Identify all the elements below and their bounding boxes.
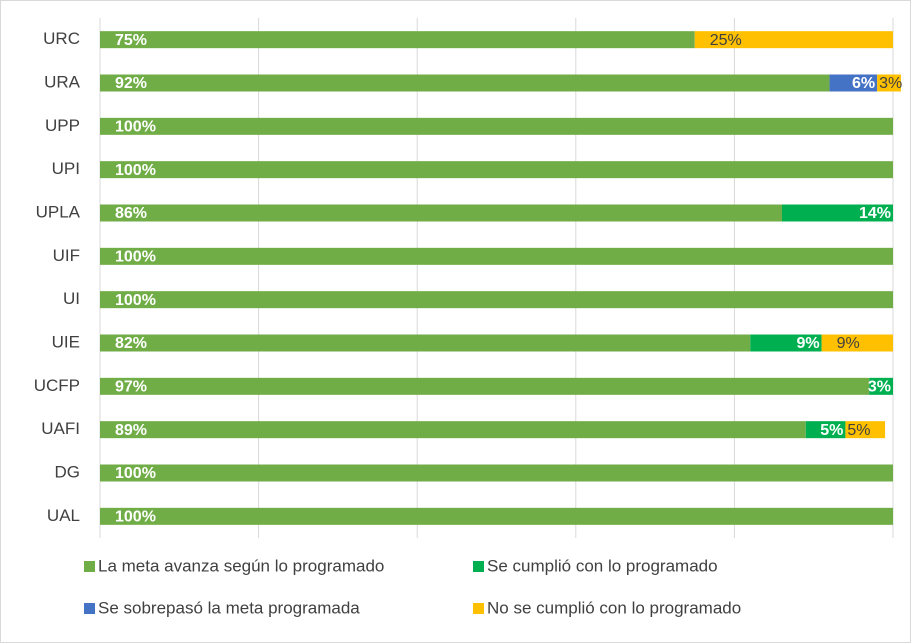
y-tick-label: UPLA — [36, 202, 81, 221]
bar-segment — [100, 247, 893, 265]
bar-segment — [100, 421, 806, 439]
data-label: 3% — [879, 75, 902, 92]
data-label: 6% — [852, 75, 875, 92]
y-tick-label: UAL — [47, 506, 80, 525]
y-tick-label: UAFI — [41, 419, 80, 438]
data-label: 75% — [115, 32, 147, 49]
bar-segment — [100, 204, 782, 222]
bar-segment — [100, 74, 830, 92]
y-tick-label: UIF — [53, 246, 80, 265]
bar-segment — [100, 291, 893, 309]
y-tick-label: UPP — [45, 116, 80, 135]
data-label: 25% — [710, 32, 742, 49]
legend-label: La meta avanza según lo programado — [98, 556, 384, 575]
bar-segment — [750, 334, 822, 352]
bar-segment — [781, 204, 893, 222]
data-label: 100% — [115, 509, 156, 526]
y-tick-label: UPI — [52, 159, 80, 178]
bar-segment — [100, 377, 870, 395]
bar-segment — [100, 31, 695, 49]
data-label: 3% — [868, 379, 891, 396]
data-label: 14% — [859, 205, 891, 222]
data-label: 100% — [115, 119, 156, 136]
bar-segment — [100, 117, 893, 135]
legend-swatch — [473, 603, 484, 614]
data-label: 86% — [115, 205, 147, 222]
data-label: 100% — [115, 249, 156, 266]
legend-label: Se cumplió con lo programado — [487, 556, 718, 575]
data-label: 89% — [115, 422, 147, 439]
bar-segment — [100, 334, 751, 352]
bar-segment — [100, 464, 893, 482]
legend-swatch — [473, 561, 484, 572]
legend-label: No se cumplió con lo programado — [487, 598, 741, 617]
data-label: 100% — [115, 292, 156, 309]
data-label: 82% — [115, 335, 147, 352]
legend-swatch — [84, 561, 95, 572]
legend-swatch — [84, 603, 95, 614]
data-label: 5% — [847, 422, 870, 439]
y-tick-label: UI — [63, 289, 80, 308]
data-label: 9% — [797, 335, 820, 352]
y-tick-label: URA — [44, 72, 81, 91]
data-label: 5% — [820, 422, 843, 439]
bar-segment — [845, 421, 886, 439]
data-label: 97% — [115, 379, 147, 396]
y-tick-label: DG — [55, 462, 81, 481]
bar-segment — [100, 161, 893, 179]
legend-label: Se sobrepasó la meta programada — [98, 598, 360, 617]
bar-segment — [821, 334, 893, 352]
bar-segment — [805, 421, 846, 439]
data-label: 100% — [115, 162, 156, 179]
y-tick-label: URC — [43, 29, 80, 48]
data-label: 100% — [115, 465, 156, 482]
y-tick-label: UIE — [52, 332, 80, 351]
bar-segment — [869, 377, 893, 395]
bar-segment — [829, 74, 878, 92]
data-label: 9% — [837, 335, 860, 352]
data-label: 92% — [115, 75, 147, 92]
y-tick-label: UCFP — [34, 376, 80, 395]
bar-segment — [100, 507, 893, 525]
bar-segment — [694, 31, 893, 49]
bar-segment — [877, 74, 901, 92]
